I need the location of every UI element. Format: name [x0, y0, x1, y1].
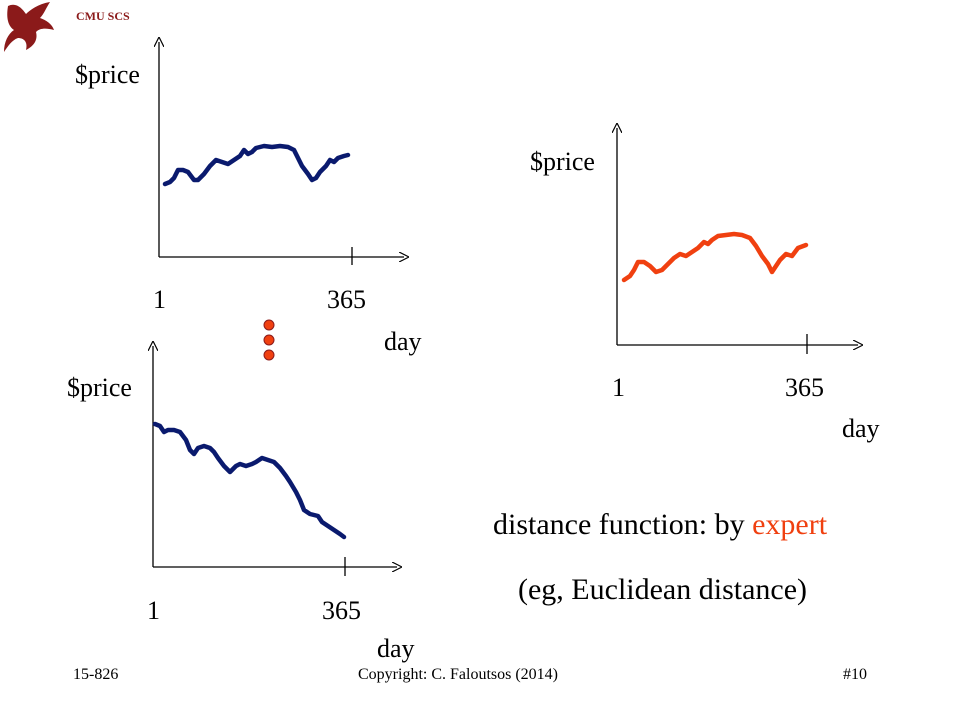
chart-1-ylabel: $price	[75, 60, 140, 89]
chart-3-axes	[153, 346, 397, 576]
chart-3-ylabel: $price	[67, 373, 132, 402]
chart-3-tick-end: 365	[322, 596, 361, 625]
chart-1-axes	[159, 42, 404, 265]
chart-2-axes	[617, 128, 858, 354]
chart-3-series-line	[152, 421, 347, 540]
chart-1-tick-start: 1	[153, 285, 166, 314]
caption-prefix: distance function: by	[493, 508, 753, 541]
chart-3-tick-start: 1	[147, 596, 160, 625]
chart-1-xlabel: day	[384, 327, 422, 356]
chart-1-series-line	[162, 143, 351, 187]
footer-slide-number: #10	[843, 666, 867, 683]
caption-highlight: expert	[752, 508, 828, 541]
chart-2-tick-end: 365	[785, 373, 824, 402]
chart-2-tick-start: 1	[612, 373, 625, 402]
footer-course: 15-826	[73, 666, 119, 683]
chart-2-ylabel: $price	[530, 147, 595, 176]
caption-line-1: distance function: by expert	[493, 508, 827, 542]
caption-line-2: (eg, Euclidean distance)	[518, 573, 808, 606]
chart-2-xlabel: day	[842, 414, 880, 443]
vertical-ellipsis-dots-icon	[263, 319, 275, 361]
griffin-logo-icon	[4, 2, 54, 52]
chart-3-xlabel: day	[377, 634, 415, 663]
footer-copyright: Copyright: C. Faloutsos (2014)	[358, 666, 559, 683]
school-label: CMU SCS	[76, 9, 130, 23]
chart-1-tick-end: 365	[327, 285, 366, 314]
chart-2-series-line	[621, 231, 809, 283]
